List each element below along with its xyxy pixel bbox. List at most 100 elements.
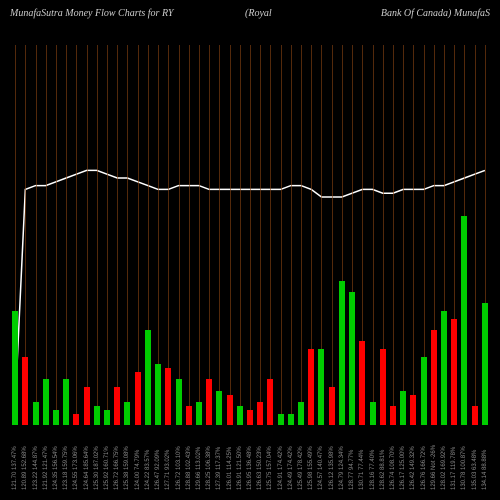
x-tick-label: 125.92 160.71% <box>104 446 110 490</box>
volume-bar <box>267 379 273 425</box>
volume-bar <box>135 372 141 425</box>
x-tick-label: 124.64 185.64% <box>84 446 90 490</box>
x-tick-label: 126.17 125.00% <box>400 446 406 490</box>
x-tick-label: 128.02 169.92% <box>441 446 447 490</box>
volume-bar <box>186 406 192 425</box>
x-tick-label: 121.92 121.47% <box>43 446 49 490</box>
grid-line <box>56 45 57 425</box>
grid-line <box>66 45 67 425</box>
x-tick-label: 128.16 77.40% <box>370 450 376 490</box>
x-tick-label: 126.95 136.48% <box>247 446 253 490</box>
grid-line <box>76 45 77 425</box>
volume-bar <box>257 402 263 425</box>
money-flow-chart <box>10 45 490 425</box>
x-tick-label: 125.98 155.49% <box>308 446 314 490</box>
volume-bar <box>482 303 488 425</box>
volume-bar <box>12 311 18 425</box>
x-tick-label: 135.03 63.48% <box>472 450 478 490</box>
x-tick-label: 126.76 166.72% <box>421 446 427 490</box>
volume-bar <box>329 387 335 425</box>
volume-bar <box>380 349 386 425</box>
volume-bar <box>431 330 437 425</box>
x-tick-label: 128.62 88.81% <box>380 450 386 490</box>
x-tick-label: 128.25 106.38% <box>206 446 212 490</box>
volume-bar <box>298 402 304 425</box>
grid-line <box>373 45 374 425</box>
grid-line <box>301 45 302 425</box>
x-tick-label: 126.63 150.23% <box>257 446 263 490</box>
grid-line <box>403 45 404 425</box>
volume-bar <box>421 357 427 425</box>
volume-bar <box>247 410 253 425</box>
grid-line <box>199 45 200 425</box>
grid-line <box>138 45 139 425</box>
volume-bar <box>145 330 151 425</box>
grid-line <box>189 45 190 425</box>
volume-bar <box>461 216 467 425</box>
x-tick-label: 125.75 157.04% <box>267 446 273 490</box>
grid-line <box>270 45 271 425</box>
x-tick-label: 128.88 102.43% <box>186 446 192 490</box>
volume-bar <box>390 406 396 425</box>
x-tick-label: 129.66 Not -26% <box>431 445 437 490</box>
title-right: Bank Of Canada) MunafaS <box>381 8 490 19</box>
title-mid: (Royal <box>245 8 272 19</box>
x-tick-label: 126.12 135.98% <box>329 446 335 490</box>
volume-bar <box>114 387 120 425</box>
x-tick-label: 126.72 166.75% <box>114 446 120 490</box>
volume-bar <box>124 402 130 425</box>
x-tick-label: 124.49 174.42% <box>288 446 294 490</box>
volume-bar <box>359 341 365 425</box>
grid-line <box>117 45 118 425</box>
x-tick-label: 124.35 156.54% <box>53 446 59 490</box>
volume-bar <box>94 406 100 425</box>
volume-bar <box>308 349 314 425</box>
volume-bar <box>451 319 457 425</box>
volume-bar <box>196 402 202 425</box>
volume-bar <box>104 410 110 425</box>
grid-line <box>240 45 241 425</box>
x-tick-label: 121.70 137.47% <box>12 446 18 490</box>
x-axis-labels: 121.70 137.47%120.89 152.68%123.22 144.8… <box>10 430 490 490</box>
volume-bar <box>349 292 355 425</box>
x-tick-label: 128.77 94.77% <box>349 450 355 490</box>
x-tick-label: 126.72 103.10% <box>176 446 182 490</box>
x-tick-label: 125.38 159.08% <box>124 446 130 490</box>
x-tick-label: 127.39 117.37% <box>216 447 222 490</box>
grid-line <box>46 45 47 425</box>
volume-bar <box>176 379 182 425</box>
x-tick-label: 126.42 149.32% <box>410 446 416 490</box>
x-tick-label: 131.17 119.78% <box>451 447 457 490</box>
x-tick-label: 126.47 92.09% <box>155 450 161 490</box>
x-tick-label: 127.71 93.02% <box>165 450 171 490</box>
grid-line <box>219 45 220 425</box>
volume-bar <box>84 387 90 425</box>
x-tick-label: 126.91 121.50% <box>237 446 243 490</box>
grid-line <box>97 45 98 425</box>
x-tick-label: 120.89 152.68% <box>22 446 28 490</box>
volume-bar <box>318 349 324 425</box>
x-tick-label: 124.57 140.47% <box>318 446 324 490</box>
volume-bar <box>370 402 376 425</box>
volume-bar <box>63 379 69 425</box>
grid-line <box>413 45 414 425</box>
grid-line <box>260 45 261 425</box>
grid-line <box>87 45 88 425</box>
volume-bar <box>400 391 406 425</box>
grid-line <box>209 45 210 425</box>
grid-line <box>281 45 282 425</box>
x-tick-label: 126.74 108.70% <box>390 446 396 490</box>
volume-bar <box>73 414 79 425</box>
grid-line <box>127 45 128 425</box>
x-tick-label: 124.91 174.42% <box>278 446 284 490</box>
x-tick-label: 129.66 113.02% <box>196 447 202 490</box>
title-left: MunafaSutra Money Flow Charts for RY <box>10 8 173 19</box>
x-tick-label: 123.18 159.75% <box>63 446 69 490</box>
volume-bar <box>53 410 59 425</box>
x-tick-label: 124.79 124.34% <box>339 446 345 490</box>
chart-title-bar: MunafaSutra Money Flow Charts for RY (Ro… <box>0 8 500 28</box>
volume-bar <box>206 379 212 425</box>
volume-bar <box>227 395 233 425</box>
volume-bar <box>278 414 284 425</box>
grid-line <box>393 45 394 425</box>
